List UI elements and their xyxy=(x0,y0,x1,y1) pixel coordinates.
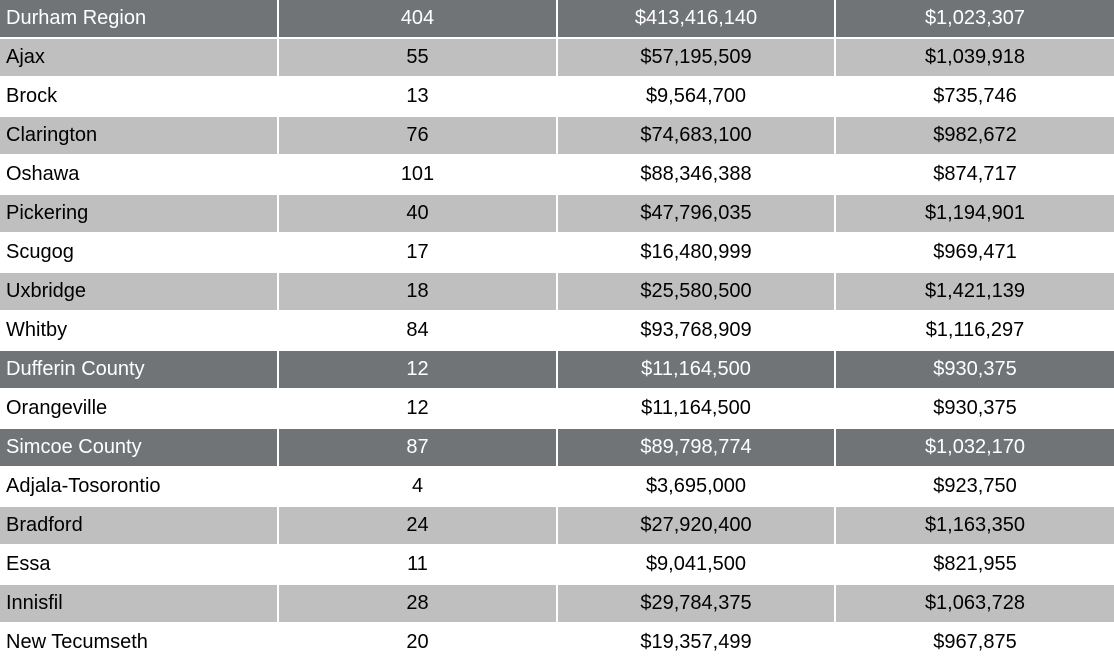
dollar-volume-cell: $89,798,774 xyxy=(558,429,836,468)
area-name-cell: New Tecumseth xyxy=(0,624,279,663)
table-row: Dufferin County 12 $11,164,500 $930,375 xyxy=(0,351,1114,390)
average-price-cell: $1,194,901 xyxy=(836,195,1114,234)
area-name-cell: Ajax xyxy=(0,39,279,78)
dollar-volume-cell: $413,416,140 xyxy=(558,0,836,39)
average-price-cell: $1,163,350 xyxy=(836,507,1114,546)
sales-count-cell: 87 xyxy=(279,429,558,468)
dollar-volume-cell: $57,195,509 xyxy=(558,39,836,78)
average-price-cell: $982,672 xyxy=(836,117,1114,156)
average-price-cell: $1,039,918 xyxy=(836,39,1114,78)
dollar-volume-cell: $11,164,500 xyxy=(558,351,836,390)
area-name-cell: Bradford xyxy=(0,507,279,546)
dollar-volume-cell: $11,164,500 xyxy=(558,390,836,429)
table-row: Innisfil 28 $29,784,375 $1,063,728 xyxy=(0,585,1114,624)
table-row: Ajax 55 $57,195,509 $1,039,918 xyxy=(0,39,1114,78)
sales-count-cell: 101 xyxy=(279,156,558,195)
table-row: Scugog 17 $16,480,999 $969,471 xyxy=(0,234,1114,273)
sales-count-cell: 13 xyxy=(279,78,558,117)
average-price-cell: $930,375 xyxy=(836,390,1114,429)
table-row: Durham Region 404 $413,416,140 $1,023,307 xyxy=(0,0,1114,39)
sales-count-cell: 11 xyxy=(279,546,558,585)
dollar-volume-cell: $27,920,400 xyxy=(558,507,836,546)
sales-count-cell: 17 xyxy=(279,234,558,273)
area-name-cell: Adjala-Tosorontio xyxy=(0,468,279,507)
sales-count-cell: 55 xyxy=(279,39,558,78)
area-name-cell: Simcoe County xyxy=(0,429,279,468)
table-row: Essa 11 $9,041,500 $821,955 xyxy=(0,546,1114,585)
dollar-volume-cell: $19,357,499 xyxy=(558,624,836,663)
table-row: Orangeville 12 $11,164,500 $930,375 xyxy=(0,390,1114,429)
table-row: New Tecumseth 20 $19,357,499 $967,875 xyxy=(0,624,1114,663)
table-row: Clarington 76 $74,683,100 $982,672 xyxy=(0,117,1114,156)
table-row: Pickering 40 $47,796,035 $1,194,901 xyxy=(0,195,1114,234)
sales-count-cell: 28 xyxy=(279,585,558,624)
table-row: Oshawa 101 $88,346,388 $874,717 xyxy=(0,156,1114,195)
area-name-cell: Whitby xyxy=(0,312,279,351)
dollar-volume-cell: $3,695,000 xyxy=(558,468,836,507)
sales-count-cell: 24 xyxy=(279,507,558,546)
dollar-volume-cell: $16,480,999 xyxy=(558,234,836,273)
table-row: Adjala-Tosorontio 4 $3,695,000 $923,750 xyxy=(0,468,1114,507)
dollar-volume-cell: $25,580,500 xyxy=(558,273,836,312)
sales-count-cell: 40 xyxy=(279,195,558,234)
area-name-cell: Oshawa xyxy=(0,156,279,195)
average-price-cell: $930,375 xyxy=(836,351,1114,390)
average-price-cell: $967,875 xyxy=(836,624,1114,663)
sales-count-cell: 20 xyxy=(279,624,558,663)
table-row: Bradford 24 $27,920,400 $1,163,350 xyxy=(0,507,1114,546)
average-price-cell: $821,955 xyxy=(836,546,1114,585)
area-name-cell: Clarington xyxy=(0,117,279,156)
dollar-volume-cell: $88,346,388 xyxy=(558,156,836,195)
area-name-cell: Innisfil xyxy=(0,585,279,624)
average-price-cell: $1,032,170 xyxy=(836,429,1114,468)
sales-count-cell: 12 xyxy=(279,390,558,429)
dollar-volume-cell: $9,041,500 xyxy=(558,546,836,585)
sales-count-cell: 76 xyxy=(279,117,558,156)
sales-count-cell: 404 xyxy=(279,0,558,39)
average-price-cell: $1,063,728 xyxy=(836,585,1114,624)
dollar-volume-cell: $29,784,375 xyxy=(558,585,836,624)
average-price-cell: $923,750 xyxy=(836,468,1114,507)
area-name-cell: Uxbridge xyxy=(0,273,279,312)
average-price-cell: $1,116,297 xyxy=(836,312,1114,351)
area-name-cell: Pickering xyxy=(0,195,279,234)
average-price-cell: $969,471 xyxy=(836,234,1114,273)
area-name-cell: Brock xyxy=(0,78,279,117)
dollar-volume-cell: $9,564,700 xyxy=(558,78,836,117)
average-price-cell: $874,717 xyxy=(836,156,1114,195)
table-row: Whitby 84 $93,768,909 $1,116,297 xyxy=(0,312,1114,351)
average-price-cell: $1,023,307 xyxy=(836,0,1114,39)
dollar-volume-cell: $93,768,909 xyxy=(558,312,836,351)
sales-count-cell: 4 xyxy=(279,468,558,507)
table-row: Uxbridge 18 $25,580,500 $1,421,139 xyxy=(0,273,1114,312)
sales-count-cell: 84 xyxy=(279,312,558,351)
sales-count-cell: 12 xyxy=(279,351,558,390)
average-price-cell: $735,746 xyxy=(836,78,1114,117)
dollar-volume-cell: $74,683,100 xyxy=(558,117,836,156)
table-row: Brock 13 $9,564,700 $735,746 xyxy=(0,78,1114,117)
sales-count-cell: 18 xyxy=(279,273,558,312)
table-row: Simcoe County 87 $89,798,774 $1,032,170 xyxy=(0,429,1114,468)
dollar-volume-cell: $47,796,035 xyxy=(558,195,836,234)
area-name-cell: Dufferin County xyxy=(0,351,279,390)
area-name-cell: Essa xyxy=(0,546,279,585)
area-name-cell: Scugog xyxy=(0,234,279,273)
average-price-cell: $1,421,139 xyxy=(836,273,1114,312)
area-name-cell: Durham Region xyxy=(0,0,279,39)
area-name-cell: Orangeville xyxy=(0,390,279,429)
